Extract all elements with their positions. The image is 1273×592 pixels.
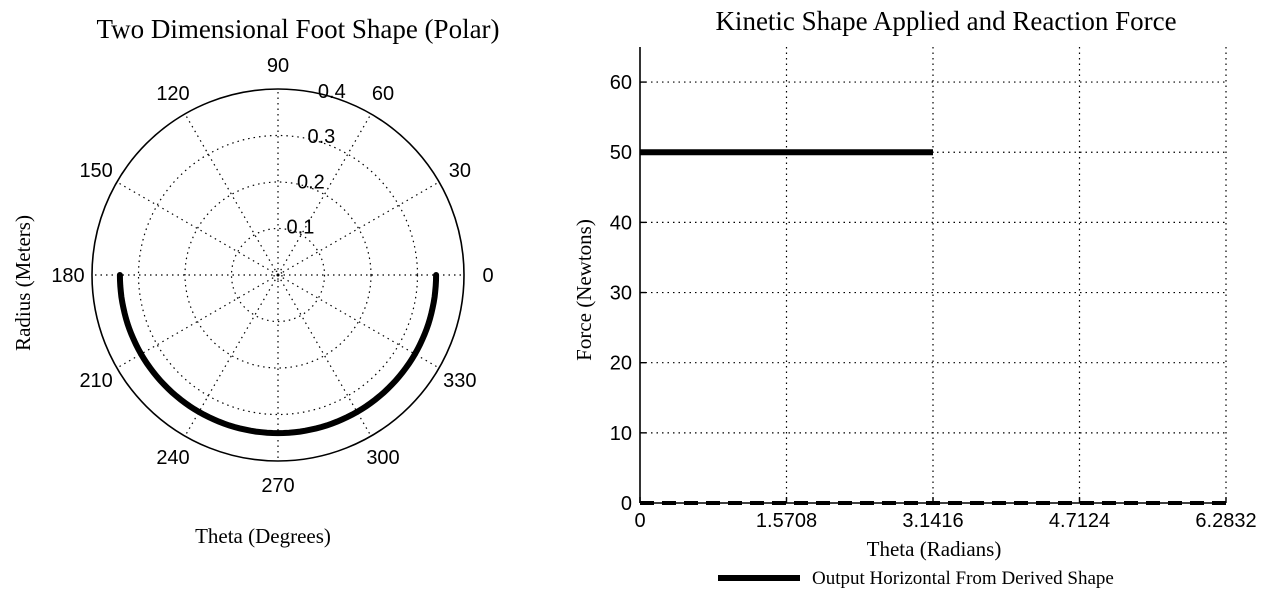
polar-grid-spoke bbox=[277, 181, 440, 276]
polar-grid-circle bbox=[184, 181, 372, 369]
angle-tick-label: 240 bbox=[156, 447, 189, 469]
y-tick-label: 30 bbox=[610, 283, 632, 305]
x-tick-label: 0 bbox=[634, 510, 645, 532]
polar-ylabel: Radius (Meters) bbox=[11, 215, 35, 351]
force-title: Kinetic Shape Applied and Reaction Force bbox=[715, 6, 1176, 36]
legend: Output Horizontal From Derived Shape bbox=[718, 568, 1114, 589]
polar-grid-spoke bbox=[277, 113, 372, 276]
angle-tick-label: 120 bbox=[156, 83, 189, 105]
angle-tick-label: 330 bbox=[443, 370, 476, 392]
angle-tick-label: 30 bbox=[449, 160, 471, 182]
polar-grid-spoke bbox=[277, 274, 440, 369]
polar-center bbox=[273, 270, 283, 280]
polar-chart: Two Dimensional Foot Shape (Polar) Radiu… bbox=[11, 14, 500, 548]
y-tick-label: 50 bbox=[610, 142, 632, 164]
angle-tick-label: 0 bbox=[482, 265, 493, 287]
force-xlabel: Theta (Radians) bbox=[867, 537, 1002, 561]
angle-tick-label: 60 bbox=[372, 83, 394, 105]
polar-grid-spoke bbox=[116, 274, 279, 369]
polar-grid-circle bbox=[137, 134, 419, 416]
y-tick-label: 0 bbox=[621, 493, 632, 515]
polar-title: Two Dimensional Foot Shape (Polar) bbox=[96, 14, 499, 44]
angle-tick-label: 300 bbox=[366, 447, 399, 469]
x-tick-label: 3.1416 bbox=[902, 510, 963, 532]
radial-tick-label: 0.4 bbox=[318, 81, 346, 103]
radial-tick-label: 0.3 bbox=[307, 126, 335, 148]
polar-grid-spoke bbox=[277, 274, 372, 437]
polar-frame bbox=[91, 88, 465, 462]
polar-grid-circle bbox=[230, 227, 326, 323]
polar-grid-spoke bbox=[116, 181, 279, 276]
legend-label: Output Horizontal From Derived Shape bbox=[812, 568, 1114, 589]
force-ylabel: Force (Newtons) bbox=[572, 219, 596, 361]
x-tick-label: 4.7124 bbox=[1049, 510, 1110, 532]
y-tick-label: 40 bbox=[610, 212, 632, 234]
angle-tick-label: 90 bbox=[267, 55, 289, 77]
polar-grid-spoke bbox=[184, 113, 279, 276]
y-tick-label: 60 bbox=[610, 72, 632, 94]
angle-tick-label: 210 bbox=[79, 370, 112, 392]
radial-tick-label: 0.2 bbox=[297, 171, 325, 193]
y-tick-label: 20 bbox=[610, 353, 632, 375]
radial-tick-label: 0.1 bbox=[287, 217, 315, 239]
polar-grid-spoke bbox=[184, 274, 279, 437]
polar-xlabel: Theta (Degrees) bbox=[195, 524, 331, 548]
x-tick-label: 1.5708 bbox=[756, 510, 817, 532]
angle-tick-label: 270 bbox=[261, 475, 294, 497]
angle-tick-label: 150 bbox=[79, 160, 112, 182]
foot-shape-curve bbox=[116, 272, 440, 437]
angle-tick-label: 180 bbox=[51, 265, 84, 287]
force-chart: Kinetic Shape Applied and Reaction Force… bbox=[572, 6, 1257, 589]
x-tick-label: 6.2832 bbox=[1195, 510, 1256, 532]
y-tick-label: 10 bbox=[610, 423, 632, 445]
